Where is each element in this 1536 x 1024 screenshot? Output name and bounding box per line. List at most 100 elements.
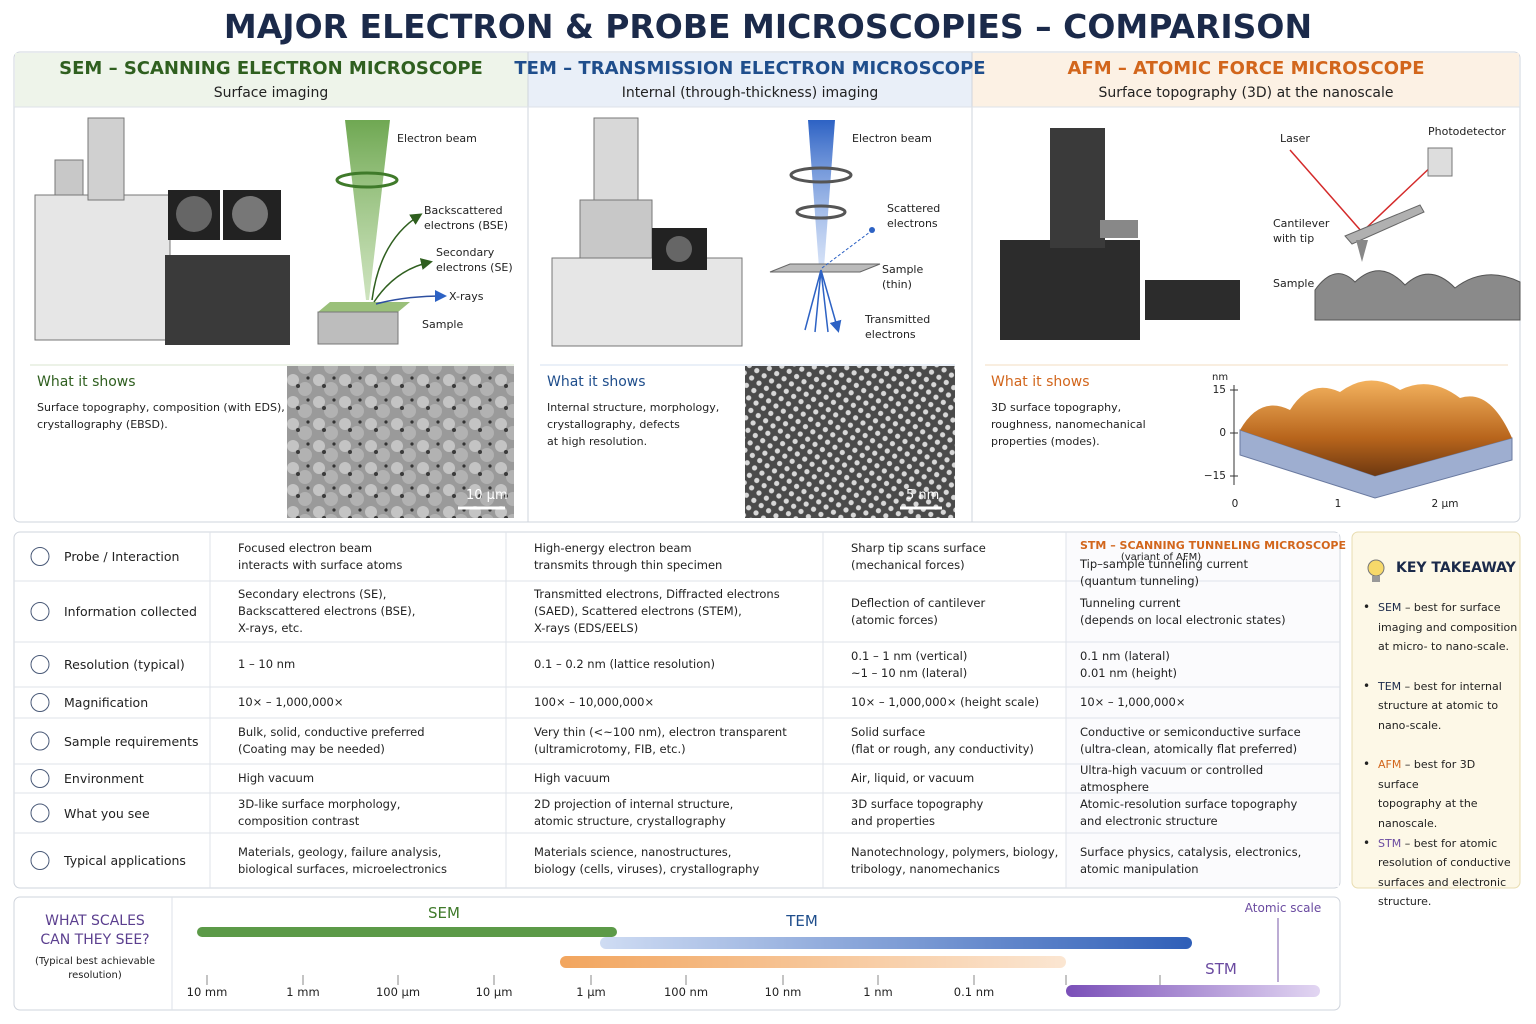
scale-bar-label: SEM (428, 904, 460, 922)
item-name: STM (1378, 836, 1402, 850)
scales-title: WHAT SCALES CAN THEY SEE? (40, 913, 150, 948)
table-cell: High vacuum (238, 771, 315, 785)
row-icon (30, 602, 50, 621)
diagram-label: Scattered electrons (887, 202, 941, 230)
panel-heading: AFM – ATOMIC FORCE MICROSCOPE (1067, 58, 1425, 79)
row-label: What you see (64, 805, 150, 821)
graphic-part (1066, 985, 1320, 997)
row-icon (30, 547, 50, 566)
table-cell: 10× – 1,000,000× (1080, 695, 1186, 709)
table-cell: Atomic-resolution surface topography and… (1080, 797, 1298, 828)
scale-tick-label: 100 µm (375, 985, 421, 999)
table-cell: Surface physics, catalysis, electronics,… (1080, 844, 1302, 876)
table-cell: 2D projection of internal structure, ato… (534, 797, 734, 828)
table-cell: Tunneling current (depends on local elec… (1080, 595, 1286, 627)
graphic-part (666, 236, 692, 262)
diagram-label: Sample (422, 318, 464, 331)
graphic-part (1100, 220, 1138, 238)
graphic-part (1351, 531, 1521, 889)
diagram-label: Sample (1273, 277, 1315, 290)
table-cell: High-energy electron beam transmits thro… (534, 540, 723, 572)
shows-text: 3D surface topography, roughness, nanome… (991, 401, 1146, 448)
item-name: TEM (1378, 679, 1402, 693)
diagram-label: Backscattered electrons (BSE) (424, 204, 509, 232)
graphic-part (972, 53, 1519, 107)
row-icon (30, 769, 50, 788)
table-cell: Deflection of cantilever (atomic forces) (851, 595, 986, 627)
scale-tick-label: 10 mm (186, 985, 228, 999)
table-cell: Conductive or semiconductive surface (ul… (1080, 725, 1301, 756)
graphic-part (375, 290, 447, 305)
afm-instrument (1000, 128, 1521, 340)
graphic-part (795, 204, 847, 220)
bullet: • (1363, 600, 1371, 614)
bullet: • (1363, 678, 1371, 693)
scale-tick-label: 100 nm (663, 985, 709, 999)
row-icon (30, 851, 50, 870)
graphic-part (769, 263, 881, 273)
scale-tick-label: 1 µm (576, 985, 606, 999)
scale-bar-label: STM (1205, 960, 1237, 978)
graphic-part (1240, 380, 1512, 476)
graphic-part (560, 956, 1066, 968)
shows-heading: What it shows (37, 374, 136, 390)
plot-x-label: 1 (1334, 498, 1342, 510)
table-cell: 0.1 – 0.2 nm (lattice resolution) (534, 657, 716, 671)
row-label: Environment (64, 771, 144, 786)
table-cell: Sharp tip scans surface (mechanical forc… (851, 540, 986, 572)
diagram-label: Sample (thin) (882, 263, 924, 291)
graphic-part (1000, 240, 1140, 340)
table-cell: Nanotechnology, polymers, biology, tribo… (851, 844, 1059, 876)
graphic-part (1361, 161, 1437, 233)
item-text: – best for internal structure at atomic … (1378, 679, 1502, 732)
graphic-part (176, 196, 212, 232)
scale-panel (13, 896, 1341, 1011)
diagram-label: Transmitted electrons (865, 313, 931, 341)
generated-lines (14, 532, 1340, 985)
graphic-part (373, 258, 433, 303)
table-cell: 1 – 10 nm (238, 657, 296, 671)
graphic-part (13, 896, 1341, 1011)
shows-text: Surface topography, composition (with ED… (37, 401, 285, 431)
table-cell: Transmitted electrons, Diffracted electr… (534, 587, 780, 635)
graphic-part (197, 927, 617, 937)
bullet: • (1363, 835, 1371, 850)
graphic-part (34, 194, 171, 341)
plot-unit: nm (1212, 372, 1229, 383)
graphic-part (232, 196, 268, 232)
row-icon (30, 693, 50, 712)
row-label: Probe / Interaction (64, 549, 180, 564)
row-label: Information collected (64, 604, 197, 619)
graphic-part (13, 531, 1341, 889)
graphic-part (287, 366, 514, 518)
graphic-part (335, 171, 399, 189)
item-text: – best for 3D surface topography at the … (1378, 758, 1478, 830)
scale-tick-label: 1 nm (863, 985, 893, 999)
scale-bar-label: 5 nm (906, 488, 940, 503)
table-cell: 10× – 1,000,000× (height scale) (851, 695, 1040, 709)
stm-heading: STM – SCANNING TUNNELING MICROSCOPE (1080, 539, 1346, 552)
graphic-part (345, 120, 390, 300)
plot-y-label: 15 (1212, 384, 1226, 396)
row-label: Sample requirements (64, 733, 199, 749)
graphic-part (551, 257, 743, 347)
table-cell: 3D-like surface morphology, composition … (238, 797, 401, 828)
panel-subtitle: Surface imaging (213, 85, 329, 101)
table-cell: 10× – 1,000,000× (238, 695, 344, 709)
graphic-part (1372, 576, 1380, 582)
panel-subtitle: Surface topography (3D) at the nanoscale (1098, 85, 1394, 101)
table-cell: Very thin (<~100 nm), electron transpare… (534, 725, 787, 756)
takeaway-item: TEM – best for internal structure at ato… (1378, 677, 1518, 736)
graphic-part (1289, 149, 1363, 233)
graphic-part (821, 231, 871, 269)
row-label: Magnification (64, 695, 149, 710)
diagram-label: Cantilever with tip (1273, 217, 1330, 245)
takeaway-item: STM – best for atomic resolution of cond… (1378, 834, 1518, 912)
table-cell: Air, liquid, or vacuum (851, 771, 975, 785)
page-title: MAJOR ELECTRON & PROBE MICROSCOPIES – CO… (223, 7, 1313, 46)
table-cell: 100× – 10,000,000× (534, 695, 655, 709)
graphic-part (600, 937, 1192, 949)
table-cell: Materials science, nanostructures, biolo… (534, 844, 760, 876)
takeaway-item: AFM – best for 3D surface topography at … (1378, 755, 1518, 833)
